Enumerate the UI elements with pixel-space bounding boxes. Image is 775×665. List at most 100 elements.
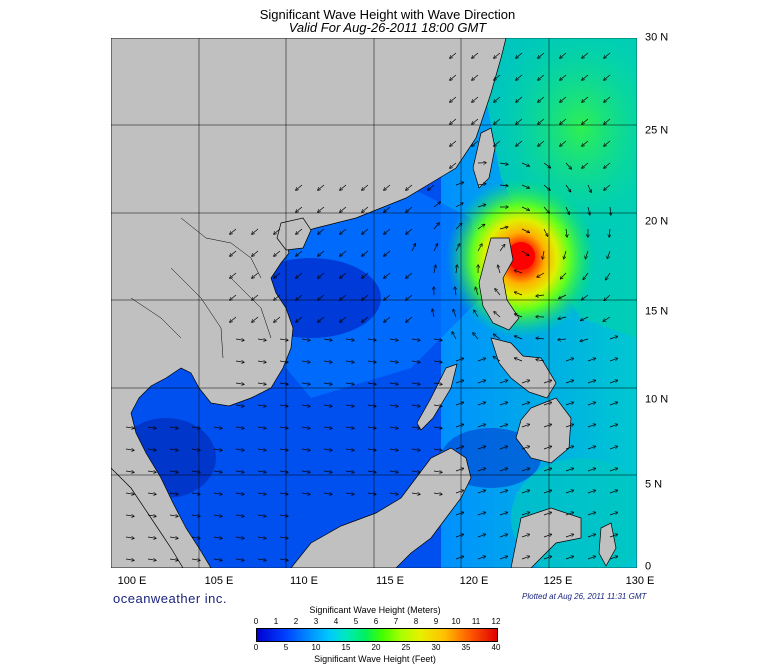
wave-arrow [538, 118, 545, 124]
wave-arrow [274, 228, 281, 234]
lat-lon-grid [111, 38, 637, 568]
wave-arrow [494, 118, 501, 124]
wave-arrow [147, 449, 156, 450]
wave-arrow [340, 316, 347, 322]
wave-arrow [494, 52, 501, 58]
wave-arrow [499, 245, 505, 252]
wave-arrow [323, 339, 332, 340]
wave-arrow [191, 559, 200, 560]
wave-arrow [125, 515, 134, 516]
wave-arrow [257, 515, 266, 516]
land-borneo [290, 447, 472, 568]
wave-arrow [456, 265, 457, 274]
wave-arrow [583, 272, 589, 279]
colorbar-tick-feet: 20 [371, 643, 381, 652]
wave-arrow [582, 96, 589, 102]
wave-arrow [147, 515, 156, 516]
map-subtitle: Valid For Aug-26-2011 18:00 GMT [288, 20, 487, 35]
wave-arrow [499, 163, 508, 164]
wave-arrow [406, 228, 413, 234]
wave-arrow [257, 383, 266, 384]
land-luzon [478, 237, 520, 331]
wave-arrow [411, 361, 420, 362]
lat-label-20: 20 N [645, 215, 669, 228]
lon-label-105: 105 E [204, 575, 234, 587]
wave-arrow [477, 205, 486, 208]
wave-arrow [384, 250, 391, 256]
wave-arrow [367, 493, 376, 494]
wave-arrow [279, 361, 288, 362]
wave-arrow [213, 427, 222, 428]
wave-arrow [433, 405, 442, 406]
wave-arrow [384, 272, 391, 278]
wave-arrow [499, 402, 508, 406]
wave-arrow [450, 74, 457, 80]
wave-arrow [538, 52, 545, 58]
wave-arrow [367, 471, 376, 472]
wave-arrow [587, 512, 596, 516]
wave-arrow [587, 380, 596, 384]
wave-arrow [296, 272, 303, 278]
lat-label-0: 0 [645, 560, 652, 573]
wave-arrow [252, 294, 259, 300]
wave-arrow [604, 96, 611, 102]
wave-arrow [318, 206, 325, 212]
wave-arrow [582, 118, 589, 124]
wave-arrow [606, 272, 611, 280]
wave-arrow [560, 74, 567, 80]
wave-arrow [609, 446, 618, 450]
wave-arrow [235, 537, 244, 538]
wave-arrow [406, 272, 413, 278]
wave-arrow [252, 228, 259, 234]
wave-arrow [565, 380, 574, 384]
wave-arrow [477, 402, 486, 406]
wave-arrow [345, 493, 354, 494]
wave-arrow [515, 336, 523, 340]
wave-arrow [477, 358, 486, 362]
wave-arrow [452, 332, 457, 340]
wave-arrow [515, 270, 523, 274]
wave-arrow [433, 361, 442, 362]
wave-arrow [362, 316, 369, 322]
wave-arrow [453, 310, 457, 318]
wave-arrow [494, 140, 501, 146]
wave-arrow [543, 468, 552, 472]
wave-arrow [279, 537, 288, 538]
wave-arrow [521, 206, 529, 210]
wave-arrow [252, 272, 259, 278]
wave-arrow [498, 265, 501, 274]
wave-arrow [279, 405, 288, 406]
wave-arrow [147, 427, 156, 428]
wave-arrow [362, 294, 369, 300]
wave-arrow [345, 449, 354, 450]
wave-arrow [603, 316, 611, 321]
brand-logo-text: oceanweather inc. [113, 591, 228, 606]
wave-arrow [477, 534, 486, 538]
wave-arrow [587, 468, 596, 472]
wave-arrow [296, 206, 303, 212]
lon-label-100: 100 E [117, 575, 147, 587]
wave-arrow [472, 96, 479, 102]
wave-arrow [609, 380, 618, 384]
wave-arrow [450, 140, 457, 146]
land-asia [111, 38, 507, 568]
wave-arrow [559, 294, 567, 299]
wave-arrow [455, 182, 464, 186]
wave-arrow [543, 206, 549, 213]
wave-arrow [318, 228, 325, 234]
wave-arrow [169, 493, 178, 494]
wave-arrow [494, 334, 501, 340]
colorbar-tick-feet: 35 [461, 643, 471, 652]
wave-arrow [543, 556, 552, 560]
wave-arrow [230, 294, 237, 300]
wave-arrow [609, 424, 618, 428]
wave-arrow [213, 559, 222, 560]
wave-arrow [558, 339, 567, 340]
wave-arrow [604, 184, 611, 190]
wave-arrow [610, 206, 611, 215]
wave-arrow [477, 446, 486, 450]
wave-arrow [433, 493, 442, 494]
wave-arrow [521, 424, 530, 428]
wave-arrow [521, 534, 530, 538]
wave-arrow [609, 534, 618, 538]
